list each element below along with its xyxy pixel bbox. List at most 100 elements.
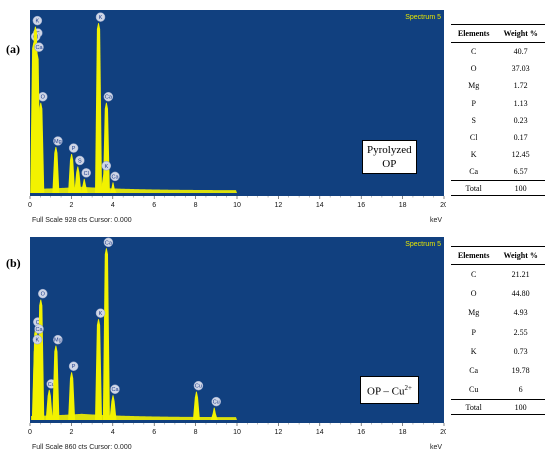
table-cell: Cu <box>468 385 479 395</box>
x-tick-label: 18 <box>399 429 407 436</box>
peak-label-ca: Ca <box>105 240 113 246</box>
table-row: Cu 6 <box>451 380 545 399</box>
peak-marker-mg <box>53 334 63 345</box>
table-cell: 4.93 <box>513 308 528 318</box>
peak-label-ca: Ca <box>105 95 113 101</box>
sample-label-a-line2: OP <box>382 158 397 170</box>
table-cell: Ca <box>469 167 479 177</box>
spectrum-peak-p <box>68 154 76 193</box>
spectrum-peak-ca <box>109 395 117 420</box>
peak-label-cu: Cu <box>195 384 202 390</box>
x-tick-label: 20 <box>440 429 446 436</box>
table-cell: K <box>470 150 477 160</box>
table-cell: 40.7 <box>513 46 528 56</box>
spectrum-peak-k <box>100 171 108 193</box>
eds-spectrum-b: C O Cu Ca K Mg P Ca K Ca Cu Cu 0 2 4 6 8 10 12 14 16 18 20 Full… <box>28 235 446 453</box>
peak-marker-k <box>95 12 106 22</box>
peak-marker-k <box>32 15 43 26</box>
peak-label-ca: Ca <box>111 387 119 393</box>
spectrum-peak-k <box>94 23 103 193</box>
peak-label-mg: Mg <box>54 338 62 344</box>
table-total-cell: Total <box>451 399 497 415</box>
spectrum-peak-mg <box>52 345 60 420</box>
x-tick-label: 4 <box>111 429 115 436</box>
peak-label-ca: Ca <box>36 45 44 51</box>
table-cell: K <box>470 346 477 356</box>
peak-marker-k <box>101 161 112 171</box>
x-tick-label: 2 <box>69 202 73 209</box>
table-row: Ca 6.57 <box>451 164 545 181</box>
table-cell: 0.17 <box>513 133 528 143</box>
table-cell: 6 <box>518 385 523 395</box>
spectrum-peak-k <box>31 345 39 420</box>
x-tick-label: 20 <box>440 202 446 209</box>
spectrum-name: Spectrum 5 <box>405 241 441 248</box>
x-tick-label: 6 <box>152 202 156 209</box>
spectrum-peak-p <box>68 372 76 420</box>
x-tick-label: 12 <box>275 202 283 209</box>
spectrum-peak-ca <box>102 248 110 420</box>
table-total-row: Total 100 <box>451 180 545 196</box>
spectrum-continuum <box>31 413 237 420</box>
spectrum-peak-k <box>94 319 103 420</box>
table-cell: S <box>471 115 476 125</box>
table-cell: O <box>470 288 477 298</box>
peak-label-k: K <box>99 15 103 21</box>
x-axis-unit: keV <box>430 444 442 451</box>
spectrum-peak-cl <box>80 178 88 193</box>
table-row: Mg 4.93 <box>451 303 545 322</box>
panel-a-label: (a) <box>6 42 20 56</box>
full-scale-readout: Full Scale 860 cts Cursor: 0.000 <box>32 444 132 451</box>
peak-label-k: K <box>36 19 40 25</box>
table-cell: 21.21 <box>511 269 530 279</box>
peak-label-ca: Ca <box>111 174 119 180</box>
x-tick-label: 14 <box>316 202 324 209</box>
peak-marker-cu <box>211 396 221 407</box>
table-cell: C <box>470 46 477 56</box>
spectrum-peak-ca <box>109 182 117 193</box>
peak-marker-ca <box>103 237 114 248</box>
table-row: Mg 1.72 <box>451 77 545 94</box>
table-cell: Cl <box>469 133 478 143</box>
peak-label-k: K <box>104 164 108 170</box>
x-axis-unit: keV <box>430 217 442 224</box>
spectrum-peak-ca <box>102 102 110 193</box>
table-cell: Mg <box>468 308 480 318</box>
table-total-cell: Total <box>451 180 497 196</box>
table-header: Weight % <box>496 246 545 265</box>
table-cell: P <box>471 98 476 108</box>
elements-table-a: Elements Weight % C 40.7 O 37.03 Mg 1.72 P 1.13 S 0… <box>451 24 545 197</box>
table-total-cell: 100 <box>496 180 545 196</box>
peak-label-cu: Cu <box>213 400 220 406</box>
peak-label-p: P <box>72 146 76 152</box>
table-cell: 2.55 <box>513 327 528 337</box>
sample-label-b-superscript: 2+ <box>404 384 412 392</box>
spectrum-peak-cu <box>45 389 53 420</box>
table-header-row: Elements Weight % <box>451 24 545 43</box>
table-cell: 44.80 <box>511 288 530 298</box>
peak-marker-k <box>95 308 106 318</box>
table-row: Ca 19.78 <box>451 361 545 380</box>
table-cell: 1.72 <box>513 81 528 91</box>
x-tick-label: 12 <box>275 429 283 436</box>
peak-marker-cu <box>193 380 204 391</box>
table-row: P 1.13 <box>451 94 545 111</box>
table-row: C 21.21 <box>451 265 545 284</box>
x-tick-label: 0 <box>28 202 32 209</box>
peak-marker-p <box>68 361 79 371</box>
table-header-row: Elements Weight % <box>451 246 545 265</box>
table-cell: 1.13 <box>513 98 528 108</box>
peak-marker-mg <box>53 136 63 146</box>
table-cell: 37.03 <box>511 63 530 73</box>
peak-label-cl: Cl <box>84 171 89 177</box>
peak-label-o: O <box>41 292 46 298</box>
table-cell: 19.78 <box>511 366 530 376</box>
x-tick-label: 10 <box>233 202 241 209</box>
x-tick-label: 8 <box>194 202 198 209</box>
peak-marker-ca <box>34 324 44 334</box>
eds-svg: COClKCaMgPSClKCaKCa02468101214161820Full… <box>28 10 446 224</box>
peak-marker-s <box>75 155 85 166</box>
table-cell: O <box>470 63 477 73</box>
x-tick-label: 0 <box>28 429 32 436</box>
spectrum-name: Spectrum 5 <box>405 14 441 21</box>
